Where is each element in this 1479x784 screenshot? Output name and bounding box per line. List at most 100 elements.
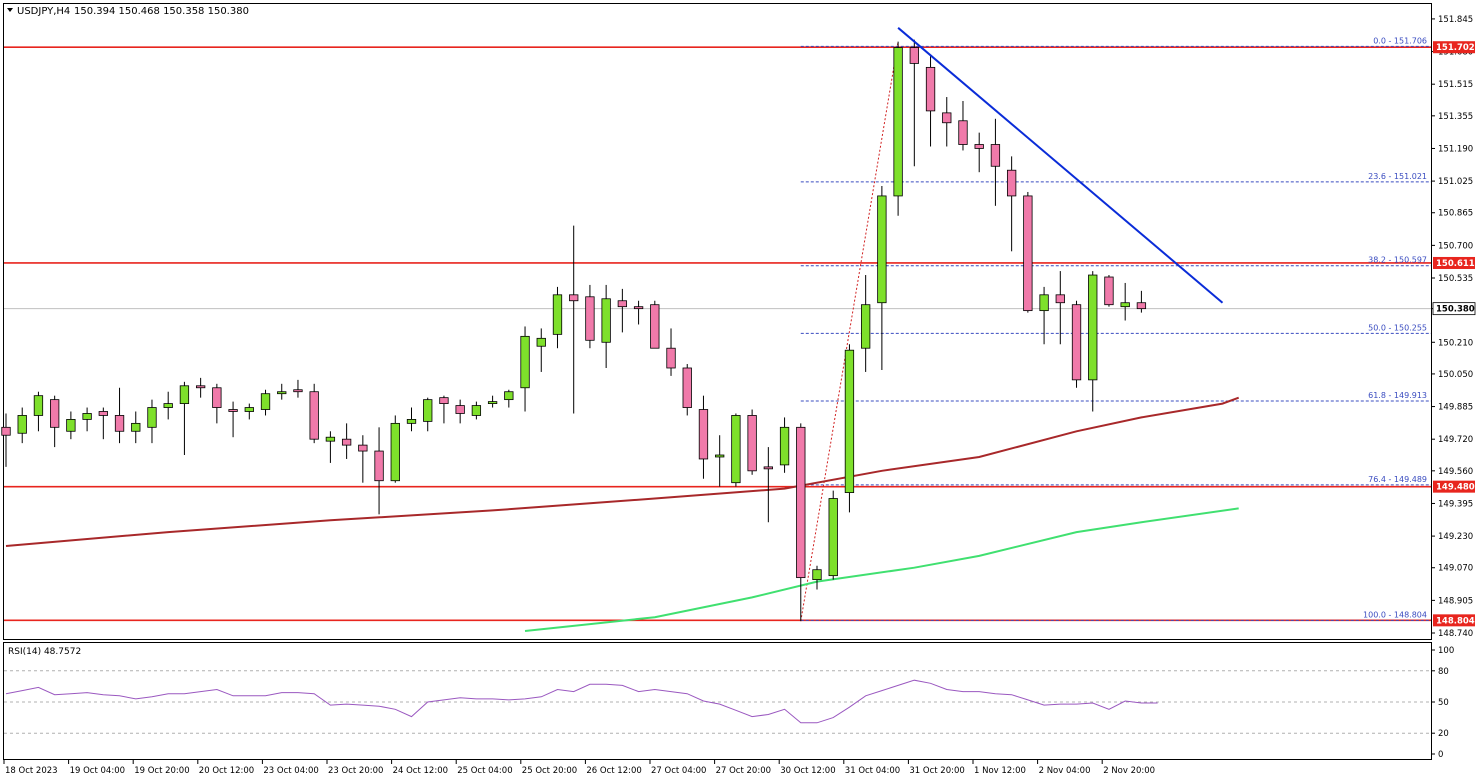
time-tick-label: 23 Oct 20:00 [328,766,383,776]
candle-body [779,426,790,466]
candle-body [1120,302,1130,308]
candle [1071,300,1082,388]
candle [244,403,254,420]
candle [212,383,222,424]
time-tick-label: 2 Nov 04:00 [1039,766,1091,776]
candle-body [861,304,871,349]
candle-body [601,298,611,343]
fib-level-label: 23.6 - 151.021 [1368,172,1427,181]
symbol-label: USDJPY,H4 [17,6,70,17]
candle [50,395,60,448]
candle [942,97,952,147]
candle-body [17,415,27,434]
price-tick-label: 149.885 [1438,403,1473,413]
candle [585,284,595,349]
candle-body [1023,195,1033,312]
candle [1006,156,1017,252]
candle-body [1006,169,1017,197]
candle-body [715,454,725,458]
time-tick-label: 31 Oct 04:00 [845,766,900,776]
trendline-layer [897,27,1224,304]
candle [260,389,271,416]
candle-body [1,426,11,436]
candle [374,427,384,515]
candle-body [552,294,563,335]
candle-body [455,405,465,414]
candle [179,381,190,456]
candle-body [1039,294,1049,312]
price-tag-label: 151.702 [1436,43,1475,53]
moving-average-line [524,507,1239,632]
candle-body [82,413,92,420]
candle [747,409,757,475]
candle [309,383,319,444]
candle-body [828,498,838,577]
candle-body [682,367,692,408]
candle-body [617,300,628,308]
candle [601,284,611,368]
collapse-triangle-icon[interactable] [7,8,13,12]
trendline [897,27,1224,304]
candle [341,423,352,459]
candle [1088,271,1098,412]
price-tick-label: 151.845 [1438,15,1473,25]
rsi-line [5,679,1158,724]
candle [390,415,400,483]
price-tick-label: 151.515 [1438,80,1473,90]
fib-level-label: 0.0 - 151.706 [1373,36,1427,45]
price-tag-box [1433,480,1475,493]
candle [82,407,92,432]
candle [423,397,433,432]
candle-body [974,144,984,149]
price-tag-label: 149.480 [1436,483,1475,493]
time-tick-label: 19 Oct 20:00 [134,766,189,776]
candle [731,413,741,487]
candle [666,328,676,376]
candle [33,391,44,432]
time-tick-label: 24 Oct 12:00 [393,766,448,776]
moving-average-line [5,396,1240,547]
rsi-tick-label: 80 [1438,667,1449,677]
candle [617,288,628,333]
candle-body [147,407,157,428]
candle-body [698,409,709,460]
candle [682,364,692,416]
candle [861,275,871,372]
candle-body [990,144,1001,167]
candle [1023,191,1033,313]
price-tags: 151.702 150.611 149.480 148.804 150.380 [1432,41,1476,627]
candle-body [650,304,660,349]
time-tick-label: 27 Oct 04:00 [651,766,706,776]
candle [1055,271,1065,345]
candle [1104,275,1114,307]
candle-body [925,66,936,112]
price-tick-label: 149.560 [1438,467,1473,477]
time-tick-label: 2 Nov 20:00 [1103,766,1155,776]
candle-body [471,405,482,416]
candle-body [747,415,757,472]
candle [487,395,498,408]
candle-body [812,569,822,581]
candle-body [666,347,676,369]
candlesticks [1,39,1147,622]
candle-body [293,389,303,393]
candle-body [423,399,433,422]
candle [325,431,336,463]
candle-body [504,391,514,401]
price-tick-label: 149.395 [1438,499,1473,509]
candle-body [585,296,595,341]
candle [552,286,563,349]
candle [520,326,530,412]
candle [974,132,984,173]
price-tag-box [1433,256,1475,269]
price-tag-label: 150.611 [1436,259,1475,269]
price-tick-label: 151.025 [1438,177,1473,187]
rsi-tick-label: 50 [1438,698,1449,708]
candle-body [1055,294,1065,304]
candle [358,435,368,483]
price-tick-label: 150.535 [1438,274,1473,284]
candle [195,377,206,398]
price-tick-label: 151.190 [1438,144,1473,154]
